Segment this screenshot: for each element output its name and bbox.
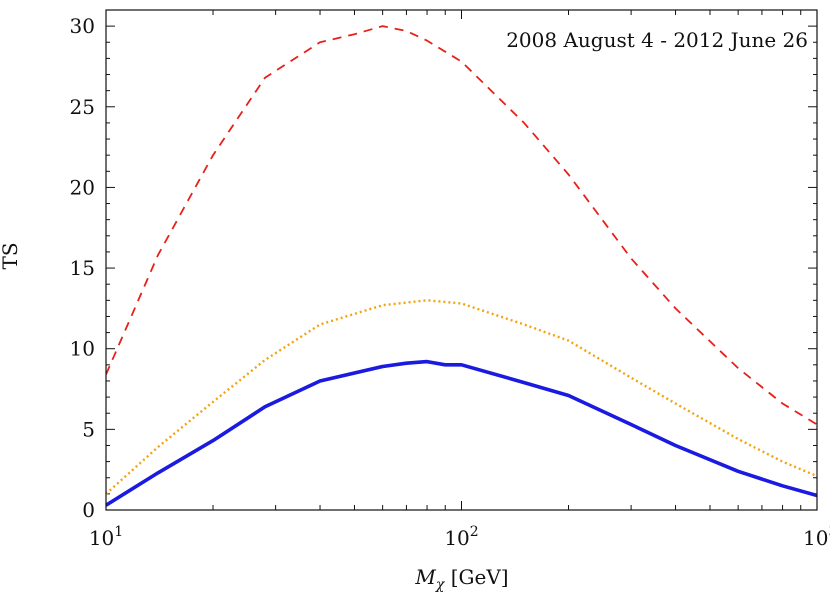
x-axis-label: Mχ [GeV] bbox=[414, 565, 508, 593]
plot-frame bbox=[105, 9, 818, 511]
x-tick-label-exponent: 3 bbox=[828, 524, 830, 540]
y-tick-label: 15 bbox=[70, 256, 95, 280]
x-tick-label: 103 bbox=[803, 524, 830, 550]
y-tick-label: 0 bbox=[82, 498, 95, 522]
y-tick-label: 30 bbox=[70, 14, 95, 38]
x-tick-label-exponent: 1 bbox=[114, 524, 123, 540]
y-tick-label: 20 bbox=[70, 175, 95, 199]
x-tick-label-base: 10 bbox=[444, 526, 469, 550]
date-range-annotation: 2008 August 4 - 2012 June 26 bbox=[506, 28, 808, 52]
x-tick-labels: 101102103 bbox=[89, 524, 830, 550]
y-axis-label: TS bbox=[0, 242, 22, 269]
y-tick-label: 10 bbox=[70, 337, 95, 361]
x-tick-label-base: 10 bbox=[803, 526, 828, 550]
y-tick-label: 5 bbox=[82, 417, 95, 441]
series-line-orange-dotted bbox=[106, 299, 817, 495]
tick-marks bbox=[105, 9, 818, 511]
series-line-red-dashed bbox=[106, 25, 817, 426]
y-tick-label: 25 bbox=[70, 95, 95, 119]
x-tick-label: 102 bbox=[444, 524, 478, 550]
x-tick-label: 101 bbox=[89, 524, 123, 550]
x-axis-label-subscript: χ bbox=[435, 577, 446, 593]
series-layer bbox=[106, 25, 817, 507]
series-line-blue-solid bbox=[106, 359, 817, 507]
y-tick-labels: 0 5 10 15 20 25 30 bbox=[70, 14, 95, 522]
x-axis-label-symbol: M bbox=[414, 565, 436, 589]
x-tick-label-exponent: 2 bbox=[470, 524, 479, 540]
x-axis-label-unit: [GeV] bbox=[444, 565, 508, 589]
x-tick-label-base: 10 bbox=[89, 526, 114, 550]
